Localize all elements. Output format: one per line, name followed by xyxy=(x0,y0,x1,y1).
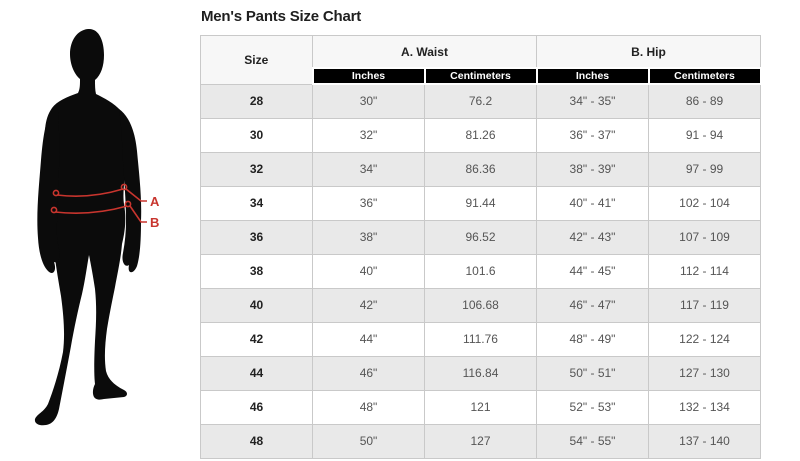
size-cell: 30 xyxy=(200,117,313,153)
waist-centimeters-cell: 96.52 xyxy=(424,219,537,255)
table-row: 44 46" 116.84 50" - 51" 127 - 130 xyxy=(200,355,762,391)
male-silhouette-illustration: A B xyxy=(34,28,160,426)
hip-centimeters-cell: 122 - 124 xyxy=(647,321,762,357)
waist-group-header: A. Waist xyxy=(312,35,537,69)
waist-inches-cell: 44" xyxy=(312,321,425,357)
waist-centimeters-cell: 121 xyxy=(424,389,537,425)
waist-inches-cell: 34" xyxy=(312,151,425,187)
hip-inches-cell: 48" - 49" xyxy=(536,321,649,357)
table-row: 34 36" 91.44 40" - 41" 102 - 104 xyxy=(200,185,762,221)
body-measurement-diagram: A B xyxy=(0,0,200,461)
waist-centimeters-cell: 76.2 xyxy=(424,83,537,119)
waist-centimeters-cell: 116.84 xyxy=(424,355,537,391)
hip-inches-cell: 36" - 37" xyxy=(536,117,649,153)
size-cell: 36 xyxy=(200,219,313,255)
hip-inches-cell: 38" - 39" xyxy=(536,151,649,187)
waist-inches-cell: 48" xyxy=(312,389,425,425)
size-cell: 34 xyxy=(200,185,313,221)
table-body: 28 30" 76.2 34" - 35" 86 - 89 30 32" 81.26 36" -… xyxy=(200,83,762,459)
size-cell: 40 xyxy=(200,287,313,323)
hip-centimeters-cell: 132 - 134 xyxy=(647,389,762,425)
table-row: 32 34" 86.36 38" - 39" 97 - 99 xyxy=(200,151,762,187)
waist-centimeters-cell: 91.44 xyxy=(424,185,537,221)
hip-inches-header: Inches xyxy=(535,67,650,85)
hip-centimeters-cell: 117 - 119 xyxy=(647,287,762,323)
table-row: 30 32" 81.26 36" - 37" 91 - 94 xyxy=(200,117,762,153)
hip-inches-cell: 54" - 55" xyxy=(536,423,649,459)
hip-inches-cell: 46" - 47" xyxy=(536,287,649,323)
hip-inches-cell: 52" - 53" xyxy=(536,389,649,425)
size-cell: 38 xyxy=(200,253,313,289)
table-row: 38 40" 101.6 44" - 45" 112 - 114 xyxy=(200,253,762,289)
hip-centimeters-cell: 97 - 99 xyxy=(647,151,762,187)
size-cell: 32 xyxy=(200,151,313,187)
hip-centimeters-cell: 91 - 94 xyxy=(647,117,762,153)
table-header: Size A. Waist B. Hip Inches Centimeters … xyxy=(200,35,762,85)
waist-centimeters-header: Centimeters xyxy=(423,67,538,85)
size-cell: 42 xyxy=(200,321,313,357)
hip-centimeters-cell: 86 - 89 xyxy=(647,83,762,119)
hip-label-b: B xyxy=(150,215,159,230)
group-header-row: Size A. Waist B. Hip xyxy=(200,35,762,85)
table-row: 28 30" 76.2 34" - 35" 86 - 89 xyxy=(200,83,762,119)
hip-centimeters-cell: 112 - 114 xyxy=(647,253,762,289)
hip-inches-cell: 42" - 43" xyxy=(536,219,649,255)
waist-centimeters-cell: 86.36 xyxy=(424,151,537,187)
waist-inches-cell: 38" xyxy=(312,219,425,255)
hip-inches-cell: 50" - 51" xyxy=(536,355,649,391)
waist-inches-header: Inches xyxy=(311,67,426,85)
hip-inches-cell: 40" - 41" xyxy=(536,185,649,221)
waist-centimeters-cell: 111.76 xyxy=(424,321,537,357)
hip-inches-cell: 34" - 35" xyxy=(536,83,649,119)
waist-centimeters-cell: 106.68 xyxy=(424,287,537,323)
units-header-row: Inches Centimeters Inches Centimeters xyxy=(201,67,762,85)
size-cell: 44 xyxy=(200,355,313,391)
hip-centimeters-cell: 137 - 140 xyxy=(647,423,762,459)
waist-inches-cell: 30" xyxy=(312,83,425,119)
hip-centimeters-cell: 127 - 130 xyxy=(647,355,762,391)
waist-inches-cell: 36" xyxy=(312,185,425,221)
hip-inches-cell: 44" - 45" xyxy=(536,253,649,289)
table-row: 46 48" 121 52" - 53" 132 - 134 xyxy=(200,389,762,425)
size-column-header: Size xyxy=(200,35,313,85)
hip-centimeters-header: Centimeters xyxy=(647,67,762,85)
waist-inches-cell: 50" xyxy=(312,423,425,459)
right-arm-silhouette xyxy=(119,109,142,273)
table-row: 40 42" 106.68 46" - 47" 117 - 119 xyxy=(200,287,762,323)
table-row: 36 38" 96.52 42" - 43" 107 - 109 xyxy=(200,219,762,255)
waist-measure-line xyxy=(52,183,147,202)
size-cell: 46 xyxy=(200,389,313,425)
waist-inches-cell: 32" xyxy=(312,117,425,153)
hip-measure-line xyxy=(50,200,147,223)
waist-centimeters-cell: 127 xyxy=(424,423,537,459)
table-row: 42 44" 111.76 48" - 49" 122 - 124 xyxy=(200,321,762,357)
waist-inches-cell: 42" xyxy=(312,287,425,323)
size-cell: 48 xyxy=(200,423,313,459)
table-row: 48 50" 127 54" - 55" 137 - 140 xyxy=(200,423,762,459)
size-cell: 28 xyxy=(200,83,313,119)
waist-centimeters-cell: 101.6 xyxy=(424,253,537,289)
waist-centimeters-cell: 81.26 xyxy=(424,117,537,153)
waist-label-a: A xyxy=(150,194,160,209)
size-chart-table: Size A. Waist B. Hip Inches Centimeters … xyxy=(200,35,762,459)
hip-group-header: B. Hip xyxy=(535,35,762,69)
left-arm-silhouette xyxy=(37,106,60,273)
hip-centimeters-cell: 107 - 109 xyxy=(647,219,762,255)
waist-inches-cell: 46" xyxy=(312,355,425,391)
waist-inches-cell: 40" xyxy=(312,253,425,289)
hip-centimeters-cell: 102 - 104 xyxy=(647,185,762,221)
page-title: Men's Pants Size Chart xyxy=(201,8,362,25)
